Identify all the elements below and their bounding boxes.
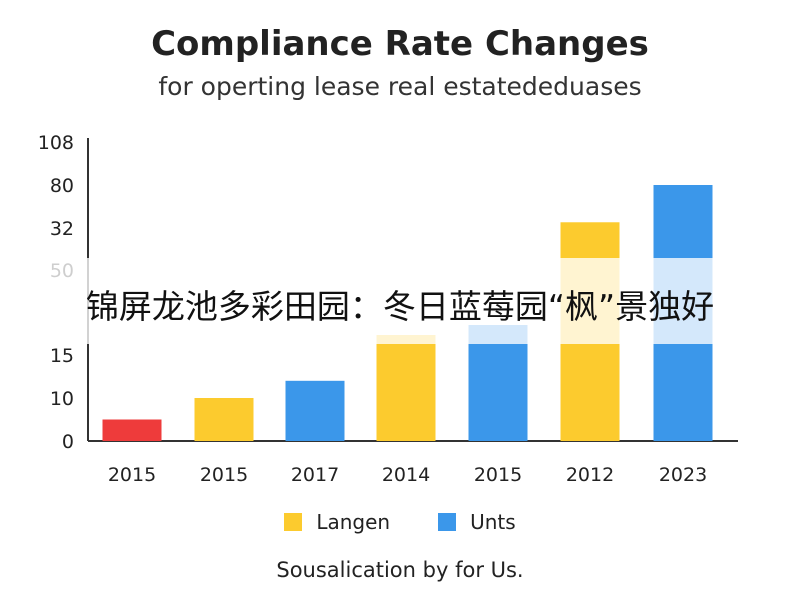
y-tick-label: 80 — [50, 175, 74, 197]
bar-1 — [102, 419, 162, 441]
overlay-caption: 锦屏龙池多彩田园：冬日蓝莓园“枫”景独好 — [85, 287, 715, 326]
chart-legend: Langen Unts — [0, 510, 800, 534]
chart-subtitle: for operting lease real estatededuases — [158, 72, 642, 101]
chart-source: Sousalication by for Us. — [276, 558, 524, 582]
legend-item: Langen — [284, 510, 390, 534]
legend-label: Unts — [470, 510, 516, 534]
x-tick-label: 2023 — [659, 464, 707, 486]
x-tick-label: 2015 — [108, 464, 156, 486]
legend-item: Unts — [438, 510, 516, 534]
y-tick-label: 0 — [62, 431, 74, 453]
bar-4 — [376, 335, 436, 441]
legend-swatch — [438, 513, 457, 531]
y-tick-label: 32 — [50, 218, 74, 240]
y-tick-label: 108 — [38, 132, 74, 154]
chart-title: Compliance Rate Changes — [151, 24, 649, 64]
bar-3 — [285, 380, 345, 441]
x-tick-label: 2014 — [382, 464, 430, 486]
y-tick-label: 10 — [50, 388, 74, 410]
legend-label: Langen — [316, 510, 391, 534]
bar-5 — [468, 325, 528, 441]
bar-2 — [194, 398, 254, 441]
x-tick-label: 2012 — [566, 464, 614, 486]
x-tick-label: 2015 — [200, 464, 248, 486]
caption-band — [0, 258, 800, 344]
x-tick-label: 2017 — [291, 464, 339, 486]
legend-swatch — [284, 513, 303, 531]
x-tick-label: 2015 — [474, 464, 522, 486]
y-tick-label: 15 — [50, 345, 74, 367]
